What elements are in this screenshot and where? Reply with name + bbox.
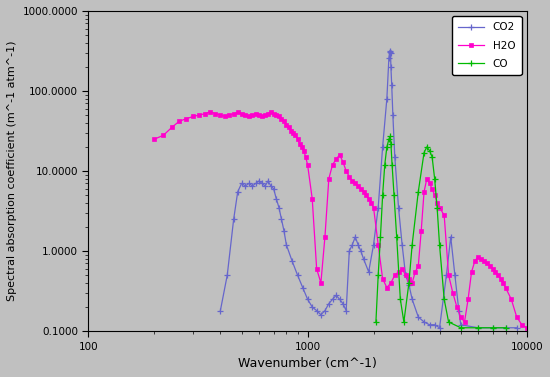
- CO: [431, 176, 438, 181]
- CO: [421, 150, 427, 155]
- CO: [458, 325, 464, 330]
- CO: [379, 193, 386, 198]
- CO: [397, 297, 404, 302]
- CO: [446, 320, 452, 324]
- H2O: [329, 162, 336, 167]
- CO: [424, 145, 430, 149]
- CO: [390, 193, 397, 198]
- CO2: [387, 48, 393, 53]
- CO2: [386, 55, 392, 60]
- Line: H2O: H2O: [152, 110, 529, 330]
- H2O: [151, 137, 158, 141]
- CO: [383, 145, 390, 149]
- X-axis label: Wavenumber (cm^-1): Wavenumber (cm^-1): [238, 357, 377, 370]
- H2O: [524, 325, 530, 330]
- H2O: [238, 112, 245, 116]
- CO: [475, 325, 481, 330]
- CO: [434, 205, 441, 210]
- CO: [372, 320, 379, 324]
- CO: [502, 325, 509, 330]
- CO2: [388, 64, 394, 69]
- CO: [389, 162, 395, 167]
- CO: [409, 242, 415, 247]
- H2O: [426, 181, 433, 186]
- H2O: [207, 109, 213, 114]
- CO: [382, 162, 388, 167]
- Legend: CO2, H2O, CO: CO2, H2O, CO: [452, 16, 521, 75]
- CO: [429, 155, 436, 159]
- CO: [490, 325, 496, 330]
- CO: [405, 280, 412, 285]
- CO: [436, 242, 443, 247]
- CO: [426, 148, 433, 153]
- H2O: [519, 322, 525, 327]
- Line: CO2: CO2: [218, 48, 520, 331]
- CO2: [365, 270, 372, 274]
- CO2: [217, 308, 224, 313]
- CO: [375, 273, 382, 277]
- CO: [388, 141, 394, 146]
- CO2: [259, 181, 266, 186]
- CO: [387, 134, 393, 139]
- Line: CO: CO: [373, 134, 508, 331]
- CO2: [458, 322, 464, 327]
- CO2: [436, 325, 443, 330]
- CO2: [513, 325, 520, 330]
- CO: [386, 137, 392, 141]
- CO: [415, 190, 422, 194]
- CO: [400, 320, 407, 324]
- H2O: [429, 187, 436, 191]
- CO: [441, 297, 448, 302]
- CO: [377, 235, 384, 239]
- H2O: [160, 133, 167, 138]
- Y-axis label: Spectral absorption coefficient (m^-1 atm^-1): Spectral absorption coefficient (m^-1 at…: [7, 41, 17, 301]
- CO: [393, 235, 400, 239]
- CO2: [309, 305, 316, 309]
